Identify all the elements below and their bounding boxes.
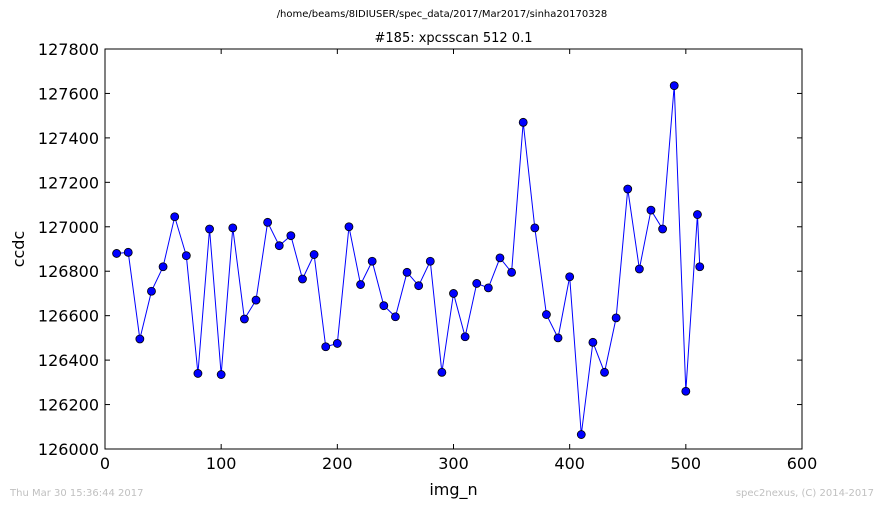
plot-area-frame (104, 48, 803, 450)
data-point (158, 262, 168, 272)
data-point (414, 281, 424, 291)
data-point (181, 251, 191, 261)
data-point (588, 337, 598, 347)
data-point (344, 222, 354, 232)
data-point (147, 286, 156, 296)
data-point (695, 262, 705, 272)
x-tick-label: 200 (322, 454, 353, 473)
data-point (472, 279, 482, 288)
data-point (367, 256, 377, 266)
data-point (228, 223, 238, 233)
data-point (669, 81, 679, 91)
y-tick-label: 127200 (38, 173, 99, 192)
series-line (116, 85, 701, 435)
data-point (611, 313, 621, 323)
data-point (658, 224, 667, 234)
data-point (693, 210, 702, 219)
data-point (553, 333, 563, 343)
data-point (135, 334, 145, 344)
x-axis-label: img_n (429, 480, 477, 500)
data-point (193, 369, 203, 378)
chart-title: #185: xpcsscan 512 0.1 (375, 31, 533, 46)
x-tick-label: 500 (671, 454, 702, 473)
data-point (309, 250, 319, 259)
data-point (530, 223, 540, 233)
data-point (239, 314, 249, 324)
footer-credit: spec2nexus, (C) 2014-2017 (735, 488, 874, 499)
data-point (251, 295, 261, 305)
y-tick-label: 127800 (38, 40, 99, 59)
data-point (379, 301, 389, 311)
data-point (449, 289, 458, 298)
y-tick-label: 127400 (38, 129, 99, 148)
data-point (681, 386, 691, 396)
data-point (437, 367, 447, 377)
x-tick-label: 400 (554, 454, 585, 473)
y-tick-label: 126400 (38, 351, 99, 370)
data-point (518, 117, 528, 127)
data-point (170, 212, 180, 222)
data-point (123, 247, 133, 257)
x-tick-label: 600 (787, 454, 818, 473)
y-tick-label: 126200 (38, 396, 99, 415)
data-point (623, 184, 633, 194)
data-point (576, 430, 586, 439)
x-tick-label: 300 (438, 454, 469, 473)
x-tick-label: 100 (206, 454, 237, 473)
data-point (646, 205, 656, 215)
data-point (425, 256, 435, 266)
y-axis-label: ccdc (9, 231, 28, 268)
data-point (321, 342, 331, 352)
figure-suptitle: /home/beams/8IDIUSER/spec_data/2017/Mar2… (276, 9, 608, 20)
footer-timestamp: Thu Mar 30 15:36:44 2017 (10, 488, 144, 499)
data-point (460, 332, 470, 342)
data-point (216, 370, 226, 379)
y-tick-label: 127600 (38, 84, 99, 103)
data-point (205, 224, 214, 234)
data-point (332, 339, 342, 348)
data-point (356, 280, 365, 289)
data-point (286, 231, 296, 241)
data-point (263, 217, 273, 227)
data-point (402, 267, 412, 277)
data-point (565, 272, 575, 282)
data-point (542, 310, 551, 319)
data-point (600, 367, 609, 377)
data-point (112, 249, 122, 258)
y-tick-label: 127000 (38, 218, 99, 237)
y-tick-label: 126600 (38, 307, 99, 326)
data-point (298, 274, 307, 284)
data-point (507, 267, 516, 277)
y-tick-label: 126800 (38, 262, 99, 281)
y-tick-label: 126000 (38, 440, 99, 459)
data-point (483, 283, 493, 293)
data-point (274, 241, 284, 251)
x-tick-label: 0 (100, 454, 110, 473)
data-point (634, 264, 644, 274)
data-point (495, 253, 505, 263)
data-point (391, 312, 400, 322)
